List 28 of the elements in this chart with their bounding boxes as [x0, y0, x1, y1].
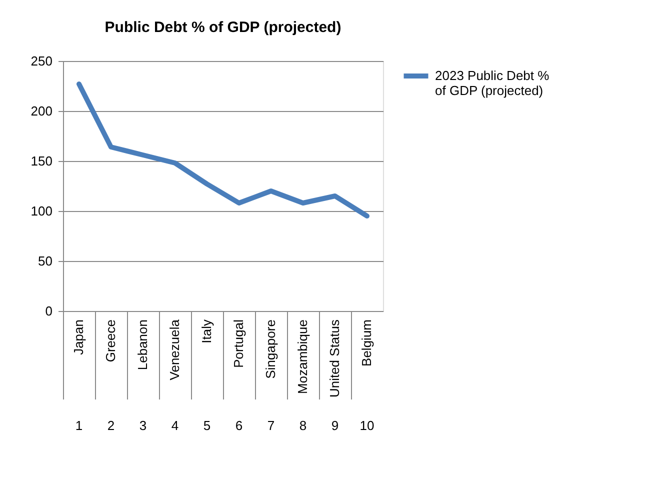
text: 5 — [203, 418, 211, 433]
y-tick-label: 50 — [38, 254, 52, 268]
y-tick-label: 0 — [45, 304, 52, 318]
y-tick-label: 200 — [30, 104, 52, 118]
chart-title: Public Debt % of GDP (projected) — [104, 19, 342, 36]
x-tick-label: Italy — [199, 319, 214, 344]
y-tick-label: 100 — [30, 204, 52, 218]
y-tick-label: 150 — [30, 154, 52, 168]
y-tick-label: 250 — [30, 54, 52, 68]
text: 4 — [171, 418, 179, 433]
text: 8 — [299, 418, 307, 433]
text: 2 — [107, 418, 115, 433]
x-tick-label: Venezuela — [167, 318, 182, 380]
x-tick-label: Mozambique — [295, 320, 310, 394]
text: 3 — [139, 418, 147, 433]
x-tick-label: Singapore — [263, 320, 278, 379]
x-tick-label: Belgium — [359, 320, 374, 366]
text: 9 — [331, 418, 339, 433]
text: 1 — [75, 418, 83, 433]
x-tick-label: Portugal — [231, 319, 246, 368]
x-tick-label: Japan — [71, 320, 86, 355]
x-tick-label: United Status — [327, 319, 342, 398]
text: 6 — [235, 418, 243, 433]
x-tick-label: Greece — [103, 320, 118, 362]
text: 7 — [267, 418, 275, 433]
text: 10 — [360, 418, 374, 433]
x-tick-label: Lebanon — [135, 320, 150, 370]
legend-label: 2023 Public Debt % of GDP (projected) — [435, 68, 550, 98]
